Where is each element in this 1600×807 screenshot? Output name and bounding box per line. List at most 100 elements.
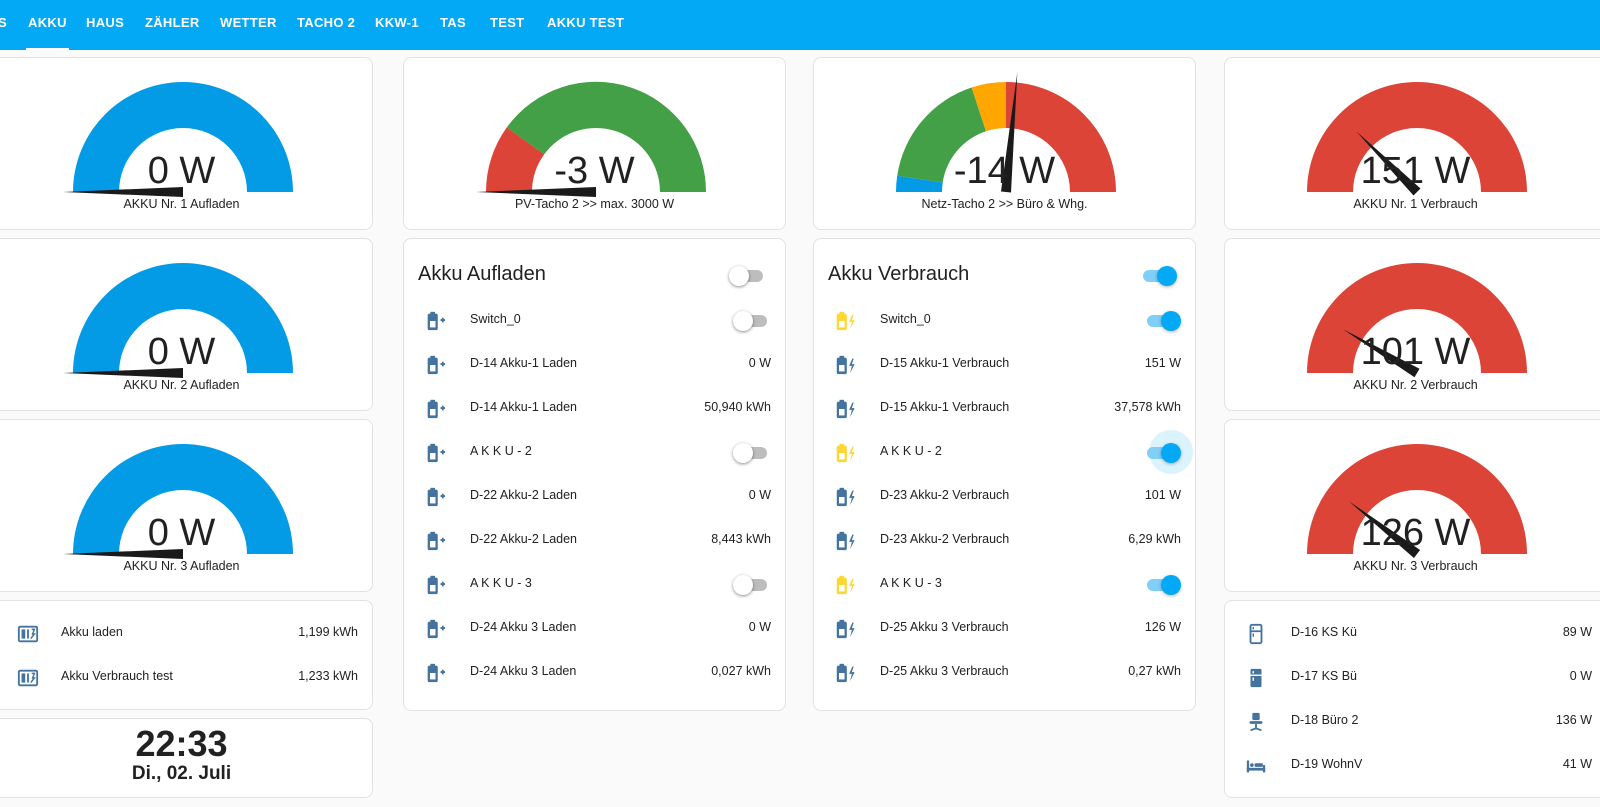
gauge-card-akku1-laden[interactable]: 0 W AKKU Nr. 1 Aufladen [0, 57, 373, 230]
switch-toggle[interactable] [733, 442, 769, 463]
list-item[interactable]: D-22 Akku-2 Laden 0 W [404, 474, 785, 518]
gauge-label: AKKU Nr. 1 Aufladen [123, 197, 240, 211]
entity-state: 0,27 kWh [1128, 664, 1181, 678]
devices-card: D-16 KS Kü 89 W D-17 KS Bü 0 W D-18 Büro… [1224, 600, 1600, 798]
battery-bolt-icon [836, 443, 855, 463]
gauge-card-akku2-laden[interactable]: 0 W AKKU Nr. 2 Aufladen [0, 238, 373, 411]
entity-name: D-25 Akku 3 Verbrauch [880, 620, 1009, 634]
battery-bolt-icon [836, 663, 855, 683]
list-item[interactable]: D-14 Akku-1 Laden 0 W [404, 342, 785, 386]
top-app-bar: S AKKU HAUS ZÄHLER WETTER TACHO 2 KKW-1 … [0, 0, 1600, 50]
battery-bolt-icon [836, 619, 855, 639]
gauge-card-pv-tacho[interactable]: -3 W PV-Tacho 2 >> max. 3000 W [403, 57, 786, 230]
entity-state: 1,233 kWh [298, 669, 358, 683]
gauge-akku2-laden [63, 263, 293, 378]
list-item-switch[interactable]: Switch_0 [404, 298, 785, 342]
list-item[interactable]: D-24 Akku 3 Laden 0,027 kWh [404, 650, 785, 694]
entity-name: D-15 Akku-1 Verbrauch [880, 356, 1010, 370]
list-item[interactable]: D-25 Akku 3 Verbrauch 0,27 kWh [814, 650, 1195, 694]
list-item[interactable]: D-16 KS Kü 89 W [1225, 611, 1600, 655]
list-item[interactable]: Akku laden 1,199 kWh [0, 611, 372, 655]
gauge-card-akku1-verbrauch[interactable]: 151 W AKKU Nr. 1 Verbrauch [1224, 57, 1600, 230]
entity-name: Switch_0 [470, 312, 521, 326]
battery-bolt-icon [836, 355, 855, 375]
gauge-arc [73, 263, 293, 373]
entity-state: 0 W [748, 488, 771, 502]
battery-charging-icon [427, 663, 446, 683]
list-item[interactable]: D-24 Akku 3 Laden 0 W [404, 606, 785, 650]
gauge-akku1-verbrauch [1307, 82, 1527, 196]
entity-state: 0 W [1569, 669, 1592, 683]
gauge-label: AKKU Nr. 3 Aufladen [123, 559, 240, 573]
tab-test[interactable]: TEST [490, 15, 525, 30]
tab-akku-test[interactable]: AKKU TEST [547, 15, 625, 30]
switch-toggle[interactable] [733, 574, 769, 595]
list-item-switch[interactable]: A K K U - 3 [814, 562, 1195, 606]
list-item[interactable]: D-15 Akku-1 Verbrauch 37,578 kWh [814, 386, 1195, 430]
gauge-card-akku3-laden[interactable]: 0 W AKKU Nr. 3 Aufladen [0, 419, 373, 592]
gauge-value: -3 W [554, 150, 635, 192]
battery-charging-icon [427, 355, 446, 375]
list-item[interactable]: Akku Verbrauch test 1,233 kWh [0, 655, 372, 699]
gauge-segment-green [897, 87, 986, 183]
header-toggle[interactable] [729, 265, 765, 286]
switch-toggle[interactable] [733, 310, 769, 331]
gauge-card-akku2-verbrauch[interactable]: 101 W AKKU Nr. 2 Verbrauch [1224, 238, 1600, 411]
tab-kkw-1[interactable]: KKW-1 [375, 15, 419, 30]
gauge-value: 101 W [1360, 331, 1471, 373]
list-item[interactable]: D-25 Akku 3 Verbrauch 126 W [814, 606, 1195, 650]
entity-state: 0 W [748, 356, 771, 370]
list-item-switch[interactable]: A K K U - 2 [404, 430, 785, 474]
list-item-switch[interactable]: Switch_0 [814, 298, 1195, 342]
list-item[interactable]: D-17 KS Bü 0 W [1225, 655, 1600, 699]
gauge-needle [63, 187, 183, 197]
entity-name: D-19 WohnV [1291, 757, 1363, 771]
gauge-needle [1356, 131, 1421, 196]
gauge-value: 126 W [1360, 512, 1471, 554]
gauge-segment-red [1006, 82, 1116, 192]
tab-haus[interactable]: HAUS [86, 15, 125, 30]
gauge-value: 0 W [147, 331, 216, 373]
gauge-akku3-verbrauch [1307, 444, 1527, 558]
gauge-card-akku3-verbrauch[interactable]: 126 W AKKU Nr. 3 Verbrauch [1224, 419, 1600, 592]
entity-state: 89 W [1562, 625, 1592, 639]
tab-wetter[interactable]: WETTER [220, 15, 277, 30]
tab-akku[interactable]: AKKU [26, 0, 69, 50]
list-item-switch[interactable]: A K K U - 3 [404, 562, 785, 606]
entity-name: D-22 Akku-2 Laden [470, 532, 578, 546]
list-item[interactable]: D-15 Akku-1 Verbrauch 151 W [814, 342, 1195, 386]
switch-toggle[interactable] [1145, 430, 1193, 474]
list-item[interactable]: D-23 Akku-2 Verbrauch 6,29 kWh [814, 518, 1195, 562]
list-item[interactable]: D-19 WohnV 41 W [1225, 743, 1600, 787]
switch-toggle[interactable] [1145, 574, 1181, 595]
entity-name: Akku Verbrauch test [61, 669, 173, 683]
clock-date: Di., 02. Juli [131, 763, 232, 784]
list-item[interactable]: D-14 Akku-1 Laden 50,940 kWh [404, 386, 785, 430]
battery-charging-icon [427, 311, 446, 331]
list-item[interactable]: D-22 Akku-2 Laden 8,443 kWh [404, 518, 785, 562]
entity-name: A K K U - 2 [880, 444, 942, 458]
entity-name: D-24 Akku 3 Laden [470, 664, 577, 678]
entity-name: D-23 Akku-2 Verbrauch [880, 488, 1010, 502]
gauge-segment-red [485, 127, 545, 192]
tab-tacho-2[interactable]: TACHO 2 [297, 15, 356, 30]
entity-name: D-18 Büro 2 [1291, 713, 1359, 727]
list-item[interactable]: D-23 Akku-2 Verbrauch 101 W [814, 474, 1195, 518]
entity-name: A K K U - 3 [470, 576, 532, 590]
tab-tas[interactable]: TAS [440, 15, 466, 30]
entity-name: D-14 Akku-1 Laden [470, 356, 578, 370]
battery-bolt-icon [836, 531, 855, 551]
battery-charging-icon [427, 619, 446, 639]
tab-zaehler[interactable]: ZÄHLER [145, 15, 200, 30]
list-item[interactable]: D-18 Büro 2 136 W [1225, 699, 1600, 743]
gauge-card-netz-tacho[interactable]: -14 W Netz-Tacho 2 >> Büro & Whg. [813, 57, 1196, 230]
tab-partial-left[interactable]: S [0, 15, 7, 30]
entity-name: D-23 Akku-2 Verbrauch [880, 532, 1010, 546]
list-item-switch[interactable]: A K K U - 2 [814, 430, 1195, 474]
gauge-value: 151 W [1360, 150, 1471, 192]
header-toggle[interactable] [1141, 265, 1177, 286]
entity-state: 136 W [1555, 713, 1592, 727]
entity-state: 6,29 kWh [1128, 532, 1181, 546]
switch-toggle[interactable] [1145, 310, 1181, 331]
gauge-needle [1349, 501, 1421, 558]
